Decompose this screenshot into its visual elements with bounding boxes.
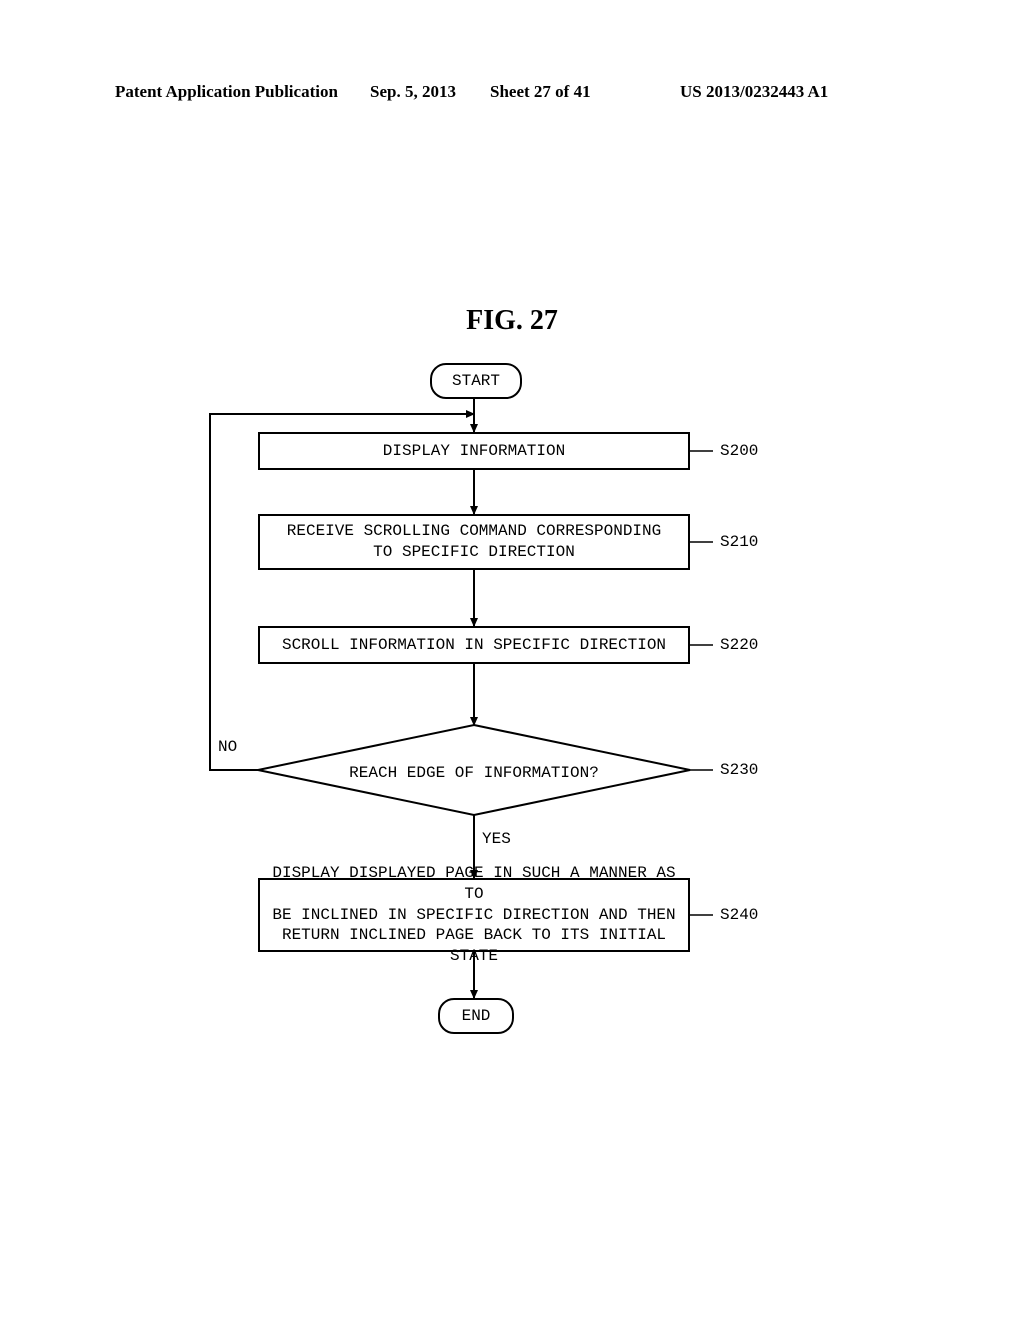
- edge-no-label: NO: [218, 738, 237, 756]
- label-s230: S230: [720, 761, 758, 779]
- end-label: END: [462, 1007, 491, 1025]
- edge-yes-label: YES: [482, 830, 511, 848]
- label-s220: S220: [720, 636, 758, 654]
- process-s210: RECEIVE SCROLLING COMMAND CORRESPONDING …: [258, 514, 690, 570]
- process-s200-text: DISPLAY INFORMATION: [383, 441, 565, 462]
- process-s200: DISPLAY INFORMATION: [258, 432, 690, 470]
- label-s210: S210: [720, 533, 758, 551]
- process-s210-text: RECEIVE SCROLLING COMMAND CORRESPONDING …: [287, 521, 661, 563]
- decision-text: REACH EDGE OF INFORMATION?: [349, 764, 599, 782]
- process-s220: SCROLL INFORMATION IN SPECIFIC DIRECTION: [258, 626, 690, 664]
- label-s240: S240: [720, 906, 758, 924]
- process-s240-text: DISPLAY DISPLAYED PAGE IN SUCH A MANNER …: [266, 863, 682, 967]
- process-s240: DISPLAY DISPLAYED PAGE IN SUCH A MANNER …: [258, 878, 690, 952]
- label-s200: S200: [720, 442, 758, 460]
- start-node: START: [430, 363, 522, 399]
- end-node: END: [438, 998, 514, 1034]
- process-s220-text: SCROLL INFORMATION IN SPECIFIC DIRECTION: [282, 635, 666, 656]
- start-label: START: [452, 372, 500, 390]
